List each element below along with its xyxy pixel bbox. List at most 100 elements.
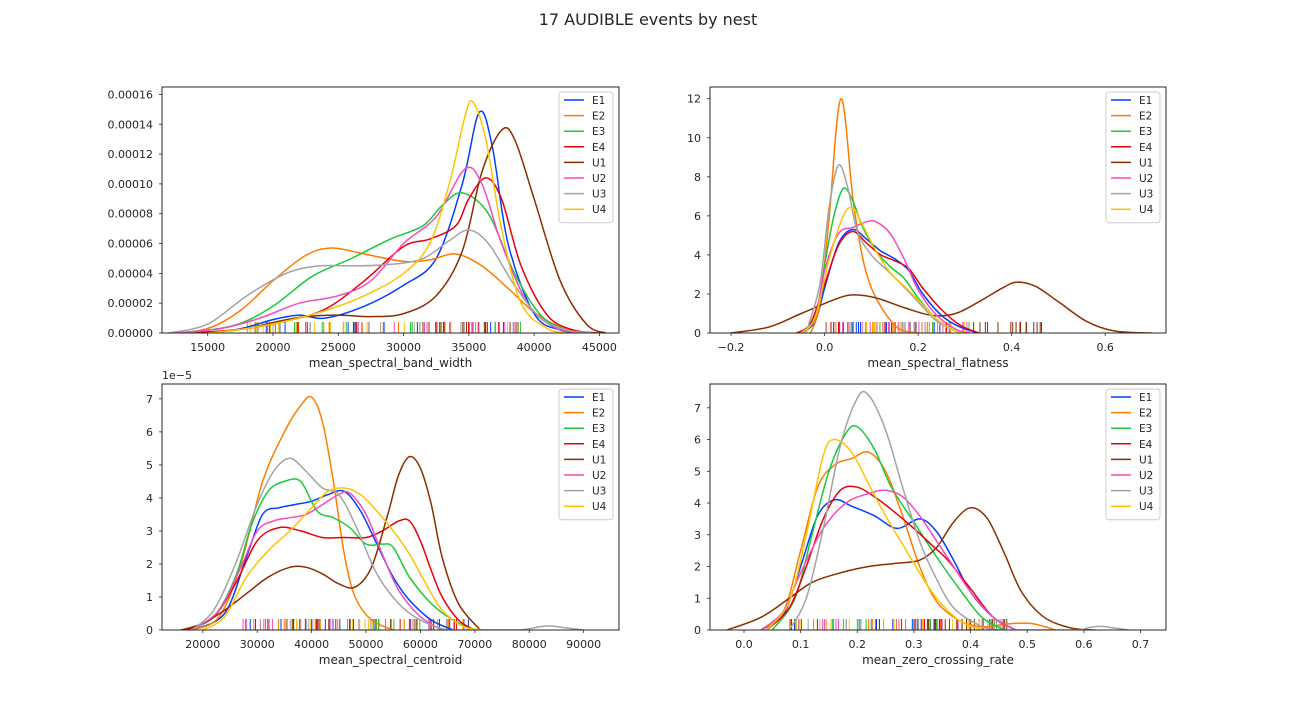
- x-tick-label: 0.6: [1096, 341, 1114, 354]
- y-tick-label: 0.00016: [108, 88, 154, 101]
- y-tick-label: 5: [146, 459, 153, 472]
- y-tick-label: 0.00004: [108, 267, 154, 280]
- y-tick-label: 6: [146, 426, 153, 439]
- series-line-u4: [766, 438, 983, 630]
- subplot-3: 20000 30000 40000 50000 60000 70000 80000 90000…: [146, 369, 620, 667]
- subplot-2: −0.2 0.0 0.2 0.4 0.6 0 2 4 6 8 10 12 mean_spectral_f…: [687, 86, 1167, 370]
- series-line-u2: [175, 166, 580, 333]
- y-tick-label: 1: [146, 591, 153, 604]
- legend-label-u3: U3: [592, 486, 606, 498]
- y-tick-label: 0.00006: [108, 238, 154, 251]
- subplot-1: 15000 20000 25000 30000 35000 40000 45000 0.000…: [108, 86, 620, 370]
- series-line-e4: [194, 177, 600, 333]
- rug-marks: [825, 322, 1042, 333]
- series-lines: [730, 97, 1153, 333]
- series-line-u1: [180, 455, 481, 630]
- x-tick-label: 30000: [240, 638, 275, 651]
- legend-label-u4: U4: [1139, 501, 1154, 513]
- legend-label-e4: E4: [1139, 142, 1153, 154]
- y-tick-label: 2: [146, 558, 153, 571]
- legend-label-u2: U2: [1139, 470, 1153, 482]
- legend-label-e1: E1: [1139, 392, 1152, 404]
- series-line-e3: [186, 478, 476, 630]
- rug-marks: [246, 322, 521, 333]
- series-line-u3: [788, 390, 1130, 630]
- series-line-u4: [800, 206, 966, 333]
- x-tick-label: 20000: [185, 638, 220, 651]
- x-axis-label: mean_zero_crossing_rate: [862, 653, 1014, 667]
- legend-label-u3: U3: [1139, 189, 1153, 201]
- legend-label-u3: U3: [1139, 486, 1153, 498]
- x-tick-label: 0.0: [735, 638, 753, 651]
- series-line-u3: [191, 457, 584, 630]
- y-tick-label: 3: [694, 529, 701, 542]
- legend-label-e3: E3: [592, 126, 605, 138]
- legend-label-e4: E4: [1139, 439, 1153, 451]
- x-tick-label: 45000: [582, 341, 617, 354]
- x-tick-label: 90000: [566, 638, 601, 651]
- series-lines: [180, 395, 584, 630]
- legend: E1 E2 E3 E4 U1 U2 U3 U4: [558, 91, 614, 224]
- legend-label-u2: U2: [592, 173, 606, 185]
- series-lines: [168, 100, 607, 333]
- y-tick-label: 2: [694, 561, 701, 574]
- series-line-u1: [726, 507, 1096, 630]
- legend-label-e1: E1: [1139, 95, 1152, 107]
- y-tick-label: 8: [694, 171, 701, 184]
- legend-label-e4: E4: [592, 142, 606, 154]
- series-line-e4: [766, 485, 1017, 630]
- legend-label-e3: E3: [592, 423, 605, 435]
- legend-label-u3: U3: [592, 189, 606, 201]
- legend-label-e3: E3: [1139, 126, 1152, 138]
- x-axis-label: mean_spectral_band_width: [309, 356, 472, 370]
- series-lines: [726, 390, 1130, 630]
- series-line-u4: [202, 487, 486, 630]
- x-tick-label: 0.4: [962, 638, 980, 651]
- x-tick-label: 0.3: [905, 638, 923, 651]
- y-tick-label: 0: [146, 624, 153, 637]
- x-axis-label: mean_spectral_flatness: [867, 356, 1008, 370]
- legend-label-e3: E3: [1139, 423, 1152, 435]
- legend-label-u2: U2: [592, 470, 606, 482]
- legend-label-u4: U4: [592, 204, 607, 216]
- legend-frame: [1105, 388, 1161, 521]
- legend-label-u1: U1: [1139, 157, 1153, 169]
- x-tick-label: 0.1: [792, 638, 810, 651]
- series-line-e3: [771, 424, 1005, 630]
- series-line-u1: [207, 126, 607, 333]
- rug-marks: [789, 619, 1008, 630]
- legend-label-u2: U2: [1139, 173, 1153, 185]
- figure-title: 17 AUDIBLE events by nest: [538, 10, 758, 29]
- y-tick-label: 4: [694, 497, 701, 510]
- x-tick-label: 0.6: [1075, 638, 1093, 651]
- y-tick-label: 4: [146, 492, 153, 505]
- legend: E1 E2 E3 E4 U1 U2 U3 U4: [558, 388, 614, 521]
- y-tick-label: 0.00012: [108, 148, 154, 161]
- legend-label-e2: E2: [592, 111, 605, 123]
- legend-label-u1: U1: [592, 157, 606, 169]
- series-line-u4: [207, 100, 567, 333]
- y-tick-label: 3: [146, 525, 153, 538]
- y-tick-label: 2: [694, 288, 701, 301]
- y-tick-label: 6: [694, 210, 701, 223]
- x-tick-label: 0.2: [849, 638, 867, 651]
- x-tick-label: 0.0: [816, 341, 834, 354]
- subplot-4: 0.0 0.1 0.2 0.3 0.4 0.5 0.6 0.7 0 1 2 3 4 5 6 7 mean_zer…: [694, 383, 1167, 667]
- legend-label-e2: E2: [592, 408, 605, 420]
- y-tick-label: 7: [694, 402, 701, 415]
- x-tick-label: 40000: [294, 638, 329, 651]
- legend-frame: [558, 91, 614, 224]
- y-tick-label: 0.00010: [108, 178, 154, 191]
- legend-label-e4: E4: [592, 439, 606, 451]
- x-tick-label: 70000: [457, 638, 492, 651]
- legend-label-u4: U4: [592, 501, 607, 513]
- x-tick-label: −0.2: [718, 341, 745, 354]
- x-tick-label: 80000: [512, 638, 547, 651]
- axes-frame: [709, 86, 1167, 334]
- y-tick-label: 0.00002: [108, 297, 154, 310]
- x-tick-label: 25000: [321, 341, 356, 354]
- y-tick-label: 10: [687, 132, 701, 145]
- y-tick-label: 1: [694, 592, 701, 605]
- y-tick-label: 0: [694, 624, 701, 637]
- x-tick-label: 0.5: [1018, 638, 1036, 651]
